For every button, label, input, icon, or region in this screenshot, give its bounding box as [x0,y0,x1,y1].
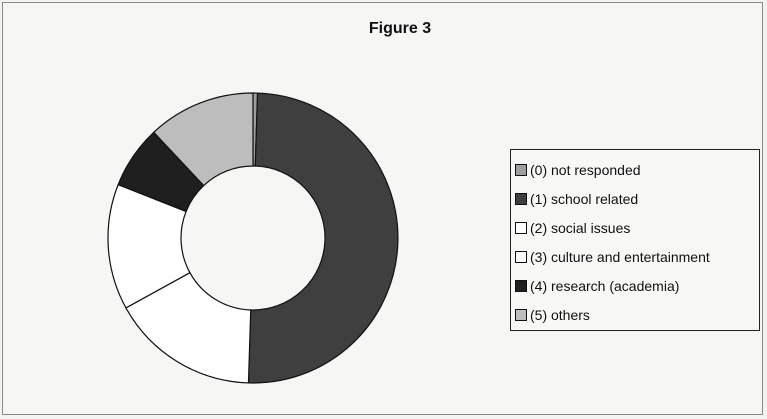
legend-label: (0) not responded [530,161,641,178]
donut-slice-5 [152,92,254,187]
legend-item-research-academia: (4) research (academia) [515,271,759,300]
legend-item-others: (5) others [515,300,759,329]
chart-legend: (0) not responded (1) school related (2)… [510,149,760,331]
legend-label: (4) research (academia) [530,277,680,294]
legend-label: (2) social issues [530,219,631,236]
legend-swatch [515,250,527,263]
legend-swatch [515,308,527,321]
chart-title: Figure 3 [368,20,432,37]
legend-label: (5) others [530,306,590,323]
legend-label: (3) culture and entertainment [530,248,710,265]
legend-label: (1) school related [530,190,639,207]
legend-item-culture-entertainment: (3) culture and entertainment [515,242,759,271]
legend-swatch [515,221,527,234]
legend-swatch [515,163,527,176]
legend-swatch [515,279,527,292]
legend-item-not-responded: (0) not responded [515,155,759,184]
legend-item-social-issues: (2) social issues [515,213,759,242]
legend-item-school-related: (1) school related [515,184,759,213]
legend-swatch [515,192,527,205]
donut-slice-1 [247,92,399,384]
